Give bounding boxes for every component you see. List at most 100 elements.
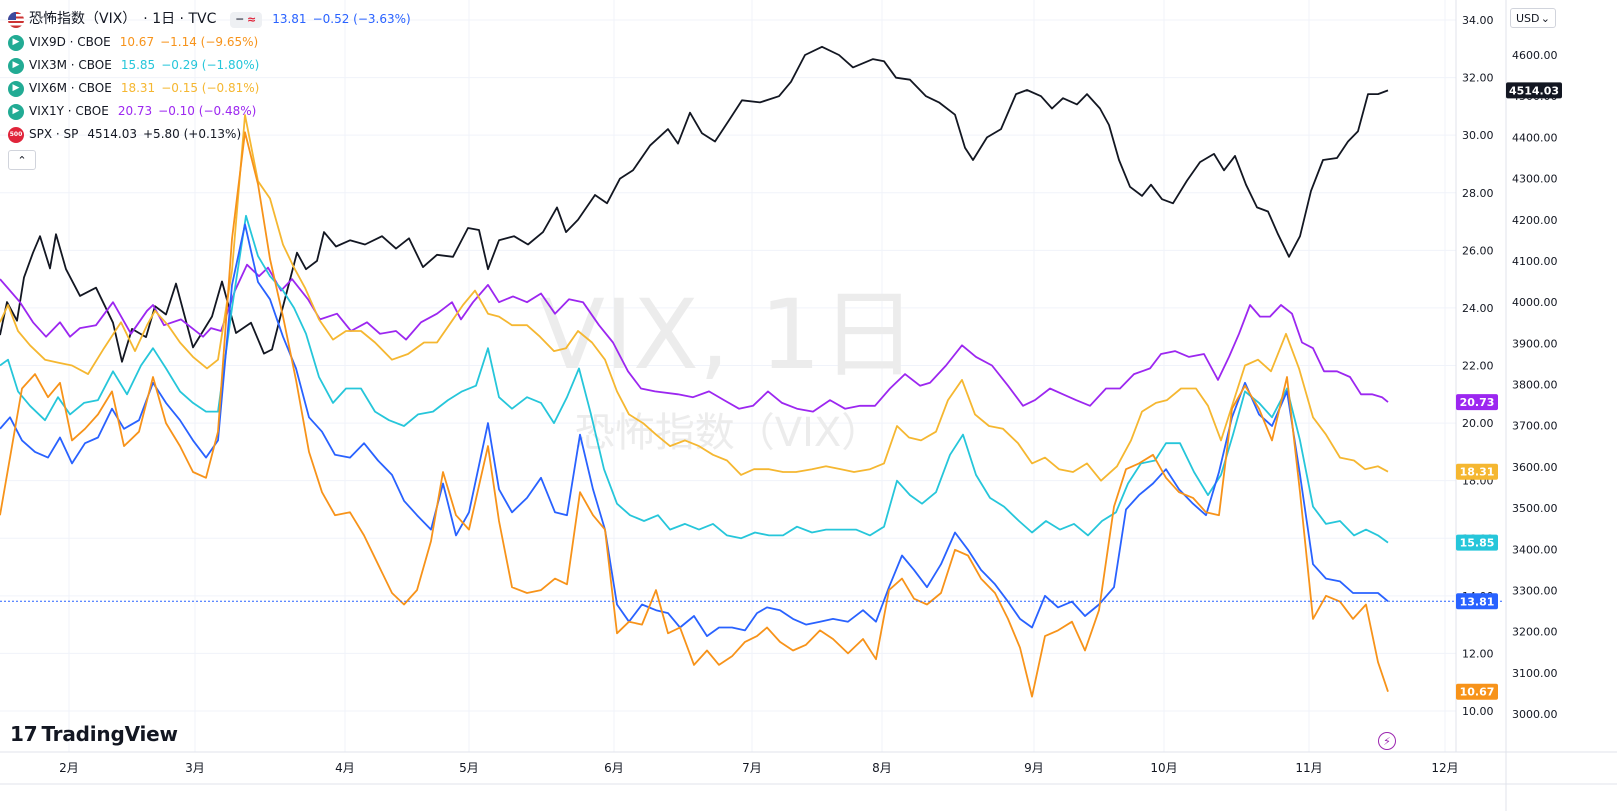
vix-tick-label: 20.00 (1462, 417, 1494, 430)
price-label: 18.31 (1460, 466, 1495, 479)
price-label: 20.73 (1460, 396, 1495, 409)
legend-last-value: 10.67 (119, 35, 155, 49)
spx-tick-label: 4100.00 (1512, 255, 1558, 268)
logo-mark: 17 (10, 722, 38, 746)
vix-tick-label: 22.00 (1462, 360, 1494, 373)
tradingview-logo: 17 TradingView (10, 722, 178, 746)
legend-row[interactable]: ▶ VIX3M · CBOE 15.85 −0.29 (−1.80%) (8, 54, 411, 77)
main-interval: · 1日 · TVC (143, 11, 217, 27)
legend-symbol: VIX3M · CBOE (29, 58, 112, 72)
watermark-main: VIX, 1日 (539, 279, 917, 391)
legend-symbol: VIX6M · CBOE (29, 81, 112, 95)
series-line-vix (0, 223, 1389, 637)
price-label-bg (1456, 534, 1498, 551)
x-tick-label: 11月 (1295, 761, 1322, 775)
series-line-spx (0, 45, 1389, 363)
legend-symbol: VIX9D · CBOE (29, 35, 111, 49)
price-label: 13.81 (1460, 595, 1495, 608)
legend-change: −0.29 (−1.80%) (161, 58, 260, 72)
vix-tick-label: 28.00 (1462, 187, 1494, 200)
x-tick-label: 3月 (185, 761, 205, 775)
legend-change: −0.15 (−0.81%) (161, 81, 260, 95)
legend-last-value: 18.31 (120, 81, 156, 95)
legend-last-value: 20.73 (117, 104, 153, 118)
series-layer (0, 45, 1389, 698)
spx-tick-label: 3500.00 (1512, 502, 1558, 515)
price-label: 10.67 (1460, 686, 1495, 699)
series-line-vix9dcboe (0, 131, 1389, 698)
price-label: 15.85 (1460, 537, 1495, 550)
legend-symbol: VIX1Y · CBOE (29, 104, 109, 118)
vix-tick-label: 10.00 (1462, 705, 1494, 718)
spx-tick-label: 3300.00 (1512, 584, 1558, 597)
play-icon: ▶ (8, 34, 24, 51)
spx-tick-label: 4000.00 (1512, 296, 1558, 309)
vix-tick-label: 30.00 (1462, 129, 1494, 142)
legend-main-row[interactable]: 恐怖指数（VIX） · 1日 · TVC ━ ≈ 13.81 −0.52 (−3… (8, 8, 411, 31)
x-tick-label: 4月 (335, 761, 355, 775)
x-tick-label: 5月 (459, 761, 479, 775)
currency-label: USD (1516, 11, 1540, 25)
spx-tick-label: 3100.00 (1512, 667, 1558, 680)
main-change: −0.52 (−3.63%) (312, 12, 411, 26)
legend-row[interactable]: 500 SPX · SP 4514.03 +5.80 (+0.13%) (8, 123, 411, 146)
us-flag-icon (8, 11, 24, 28)
watermark: VIX, 1日 恐怖指数（VIX） (539, 279, 917, 456)
caret-down-icon: ⌄ (1540, 11, 1550, 25)
spx-tick-label: 3600.00 (1512, 461, 1558, 474)
price-label-bg (1456, 394, 1498, 411)
legend-symbol: SPX · SP (29, 127, 79, 141)
x-tick-label: 12月 (1431, 761, 1458, 775)
series-line-vix6mcboe (0, 114, 1389, 482)
spx-tick-label: 4400.00 (1512, 131, 1558, 144)
legend-row[interactable]: ▶ VIX6M · CBOE 18.31 −0.15 (−0.81%) (8, 77, 411, 100)
legend-row[interactable]: ▶ VIX9D · CBOE 10.67 −1.14 (−9.65%) (8, 31, 411, 54)
price-label: 4514.03 (1509, 84, 1559, 97)
price-label-bg (1456, 683, 1498, 700)
vix-tick-label: 24.00 (1462, 302, 1494, 315)
spx-tick-label: 3700.00 (1512, 420, 1558, 433)
legend-last-value: 4514.03 (87, 127, 137, 141)
legend-last-value: 15.85 (120, 58, 156, 72)
indicator-toggle-pill[interactable]: ━ ≈ (230, 11, 263, 28)
legend-change: +5.80 (+0.13%) (143, 127, 242, 141)
legend-change: −1.14 (−9.65%) (160, 35, 259, 49)
spx-tick-label: 3800.00 (1512, 379, 1558, 392)
logo-text: TradingView (41, 722, 178, 746)
legend-row[interactable]: ▶ VIX1Y · CBOE 20.73 −0.10 (−0.48%) (8, 100, 411, 123)
spx-tick-label: 3900.00 (1512, 337, 1558, 350)
main-last-value: 13.81 (272, 12, 307, 26)
chevron-up-icon: ⌃ (17, 153, 27, 167)
x-tick-label: 8月 (872, 761, 892, 775)
wave-icon: ≈ (246, 13, 257, 26)
spx-tick-label: 4300.00 (1512, 173, 1558, 186)
collapse-legend-button[interactable]: ⌃ (8, 150, 36, 170)
vix-tick-label: 12.00 (1462, 647, 1494, 660)
legend: 恐怖指数（VIX） · 1日 · TVC ━ ≈ 13.81 −0.52 (−3… (8, 8, 411, 170)
watermark-sub: 恐怖指数（VIX） (575, 410, 882, 456)
x-tick-label: 9月 (1024, 761, 1044, 775)
spx-tick-label: 3400.00 (1512, 543, 1558, 556)
x-tick-label: 2月 (59, 761, 79, 775)
legend-change: −0.10 (−0.48%) (158, 104, 257, 118)
price-label-bg (1456, 463, 1498, 480)
x-tick-label: 7月 (742, 761, 762, 775)
vix-tick-label: 34.00 (1462, 14, 1494, 27)
x-tick-label: 10月 (1150, 761, 1177, 775)
spx-tick-label: 3000.00 (1512, 708, 1558, 721)
spx-tick-label: 4600.00 (1512, 49, 1558, 62)
play-icon: ▶ (8, 80, 24, 97)
spx-badge-icon: 500 (8, 126, 24, 143)
vix-tick-label: 26.00 (1462, 244, 1494, 257)
x-tick-label: 6月 (604, 761, 624, 775)
play-icon: ▶ (8, 57, 24, 74)
vix-tick-label: 32.00 (1462, 72, 1494, 85)
price-label-bg (1456, 593, 1498, 610)
lightning-icon[interactable]: ⚡ (1378, 732, 1396, 750)
spx-tick-label: 3200.00 (1512, 626, 1558, 639)
spx-tick-label: 4200.00 (1512, 214, 1558, 227)
currency-selector[interactable]: USD ⌄ (1510, 8, 1556, 28)
play-icon: ▶ (8, 103, 24, 120)
